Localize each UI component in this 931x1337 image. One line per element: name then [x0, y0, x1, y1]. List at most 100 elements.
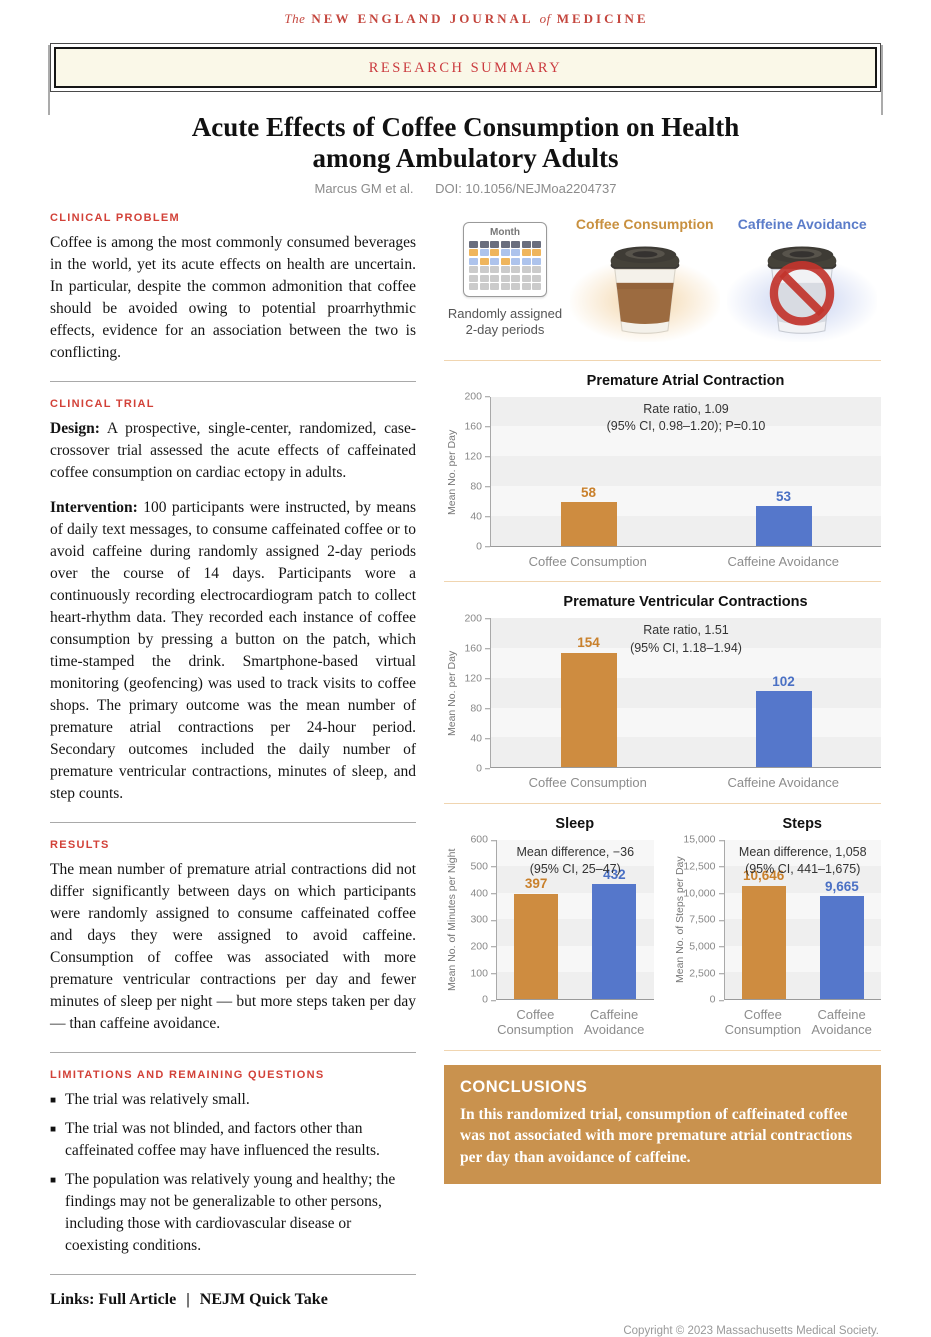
bar-coffee: [741, 885, 786, 999]
masthead-of: of: [539, 11, 551, 26]
chart-steps: Steps Mean No. of Steps per Day 0 2,500 5,…: [672, 815, 882, 1038]
coffee-cup-icon: [610, 246, 680, 334]
calendar-day-cell: [490, 266, 499, 274]
chart-premature-ventricular-contractions: Premature Ventricular Contractions Mean …: [444, 594, 881, 791]
caffeine-avoidance-figure: Caffeine Avoidance: [724, 216, 882, 342]
y-tick-label: 500: [470, 860, 496, 873]
calendar-day-cell: [511, 283, 520, 291]
limitation-text: The trial was not blinded, and factors o…: [65, 1119, 380, 1159]
design-paragraph: Design: A prospective, single-center, ra…: [50, 418, 416, 484]
y-axis-ticks: 0 2,500 5,000 7,500 10,000 12,500 15,000: [683, 835, 724, 1005]
plot-band: [491, 515, 881, 546]
chart-title: Steps: [782, 815, 823, 832]
full-article-link[interactable]: Full Article: [98, 1290, 177, 1308]
section-divider: [50, 821, 416, 823]
bar-coffee: [560, 502, 617, 546]
calendar-day-cell: [469, 266, 478, 274]
section-divider: [50, 1051, 416, 1053]
y-tick-label: 120: [464, 671, 490, 684]
y-tick-label: 0: [476, 761, 490, 774]
y-tick-label: 0: [482, 993, 496, 1006]
y-axis-ticks: 0 40 80 120 160 200: [460, 391, 490, 551]
plot-band: [491, 737, 881, 768]
bar-slot: 58: [491, 397, 686, 546]
calendar-day-cell: [521, 257, 531, 265]
results-heading: RESULTS: [50, 838, 110, 851]
y-tick-label: 120: [464, 450, 490, 463]
clinical-problem-heading: CLINICAL PROBLEM: [50, 211, 180, 224]
banner-inner-box: RESEARCH SUMMARY: [54, 47, 877, 88]
intervention-paragraph: Intervention: 100 participants were inst…: [50, 497, 416, 805]
calendar-day-cell: [521, 274, 531, 282]
calendar-day-cell: [521, 249, 531, 257]
conclusions-text: In this randomized trial, consumption of…: [460, 1106, 853, 1166]
coffee-consumption-figure: Coffee Consumption: [566, 216, 724, 342]
y-tick-label: 12,500: [683, 860, 724, 873]
chart-title: Premature Ventricular Contractions: [563, 594, 808, 611]
design-label: Design:: [50, 419, 100, 437]
calendar-month-label: Month: [490, 226, 520, 238]
article-title: Acute Effects of Coffee Consumption on H…: [40, 112, 891, 175]
list-item: ■ The population was relatively young and…: [50, 1169, 416, 1257]
y-tick-label: 40: [470, 510, 490, 523]
y-tick-label: 160: [464, 641, 490, 654]
bars: 10,646 9,665: [725, 840, 882, 999]
y-axis-ticks: 0 40 80 120 160 200: [460, 613, 490, 773]
list-item: ■ The trial was not blinded, and factors …: [50, 1118, 416, 1162]
bars: 397 432: [497, 840, 654, 999]
calendar-day-cell: [532, 266, 541, 274]
calendar-day-cell: [469, 249, 478, 257]
chart-premature-atrial-contraction: Premature Atrial Contraction Mean No. pe…: [444, 373, 881, 570]
bar-slot: 10,646: [725, 840, 803, 999]
calendar-day-cell: [490, 274, 499, 282]
plot-band: [491, 396, 881, 427]
bar-value-label: 10,646: [742, 868, 785, 884]
x-axis-labels: Coffee Consumption Caffeine Avoidance: [724, 1007, 882, 1038]
y-tick-label: 40: [470, 731, 490, 744]
plot-band: [491, 618, 881, 649]
bar-value-label: 397: [524, 876, 548, 892]
links-separator: |: [186, 1290, 190, 1308]
calendar-day-cell: [500, 240, 510, 248]
masthead-name-1: NEW ENGLAND JOURNAL: [311, 11, 534, 26]
bar-avoidance: [592, 884, 637, 999]
bar-slot: 102: [686, 618, 881, 768]
calendar-day-cell: [511, 266, 520, 274]
calendar-day-cell: [532, 257, 541, 265]
quick-take-link[interactable]: NEJM Quick Take: [199, 1290, 328, 1308]
y-tick-label: 200: [464, 611, 490, 624]
bar-slot: 53: [686, 397, 881, 546]
calendar-day-cell: [479, 249, 489, 257]
calendar-day-cell: [500, 274, 510, 282]
clinical-trial-heading: CLINICAL TRIAL: [50, 397, 155, 410]
section-divider: [50, 380, 416, 382]
calendar-icon: Month: [463, 221, 547, 298]
plot-band: [497, 839, 654, 867]
bar-slot: 432: [575, 840, 653, 999]
plot-band: [491, 648, 881, 678]
chart-annotation: Mean difference, 1,058 (95% CI, 441–1,67…: [738, 844, 867, 877]
caffeine-avoidance-label: Caffeine Avoidance: [737, 215, 867, 232]
bar-value-label: 9,665: [824, 878, 859, 894]
y-tick-label: 0: [709, 993, 724, 1006]
calendar-day-cell: [532, 240, 541, 248]
calendar-day-cell: [490, 240, 499, 248]
calendar-day-cell: [532, 283, 541, 291]
y-axis-label: Mean No. of Minutes per Night: [446, 848, 458, 992]
coffee-consumption-label: Coffee Consumption: [575, 215, 714, 232]
y-tick-label: 5,000: [689, 940, 724, 953]
calendar-day-cell: [479, 274, 489, 282]
links-line: Links: Full Article | NEJM Quick Take: [50, 1291, 416, 1309]
calendar-day-cell: [469, 257, 478, 265]
x-axis-labels: Coffee Consumption Caffeine Avoidance: [490, 554, 881, 570]
bar-coffee: [560, 652, 617, 768]
y-tick-label: 2,500: [689, 966, 724, 979]
calendar-day-cell: [469, 283, 478, 291]
y-axis-ticks: 0 100 200 300 400 500 600: [460, 835, 496, 1005]
y-tick-label: 100: [470, 966, 496, 979]
conclusions-box: CONCLUSIONS In this randomized trial, co…: [444, 1065, 881, 1185]
limitation-text: The population was relatively young and …: [65, 1170, 396, 1254]
x-category-label: Coffee Consumption: [497, 1006, 574, 1038]
chart-sleep: Sleep Mean No. of Minutes per Night 0 100…: [444, 816, 654, 1038]
y-tick-label: 10,000: [683, 886, 724, 899]
